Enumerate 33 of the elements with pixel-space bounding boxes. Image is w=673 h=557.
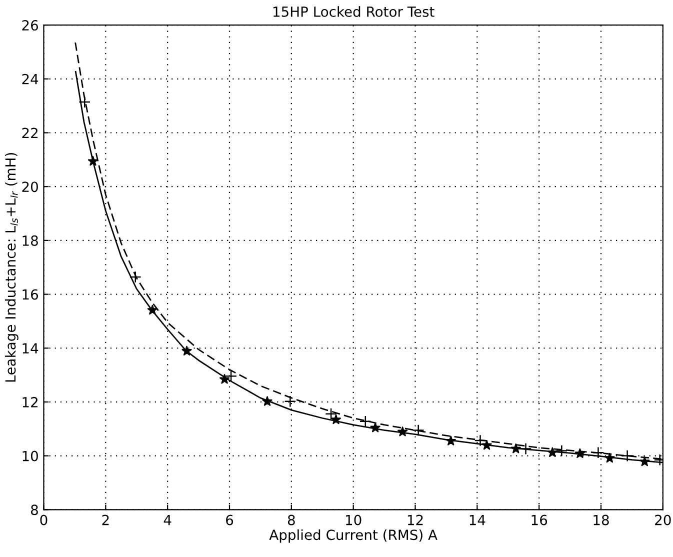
x-tick-label: 18	[594, 514, 609, 526]
point	[520, 442, 532, 455]
y-tick-label: 22	[22, 128, 38, 138]
y-tick-label: 12	[22, 396, 38, 408]
x-tick-label: 12	[408, 514, 423, 526]
x-tick-label: 0	[40, 514, 48, 526]
point	[225, 370, 238, 382]
y-tick-label: 18	[22, 235, 38, 246]
point	[325, 408, 338, 420]
x-axis-title: Applied Current (RMS) A	[269, 529, 438, 543]
x-tick-label: 10	[346, 514, 362, 526]
point	[359, 415, 372, 428]
point	[284, 395, 296, 408]
x-tick-label: 2	[102, 514, 109, 526]
y-tick-label: 10	[22, 450, 38, 462]
y-tick-label: 16	[22, 289, 38, 300]
x-tick-label: 4	[164, 514, 172, 526]
y-tick-label: 14	[22, 343, 38, 354]
y-tick-label: 26	[22, 20, 38, 31]
y-tick-label: 8	[30, 504, 38, 516]
y-tick-label: 20	[22, 182, 38, 192]
y-tick-label: 24	[22, 74, 38, 84]
chart-title: 15HP Locked Rotor Test	[273, 6, 434, 17]
point	[621, 450, 634, 462]
point	[412, 424, 424, 436]
x-tick-label: 14	[470, 514, 486, 526]
y-axis-title: Leakage Inductance: L$_{ls}$+L$_{lr}$ (mH)	[4, 153, 18, 382]
point	[129, 271, 142, 284]
x-tick-label: 20	[655, 514, 671, 526]
x-tick-label: 16	[532, 514, 548, 526]
x-tick-label: 8	[288, 514, 295, 526]
point	[556, 444, 568, 457]
x-tick-label: 6	[226, 514, 234, 526]
